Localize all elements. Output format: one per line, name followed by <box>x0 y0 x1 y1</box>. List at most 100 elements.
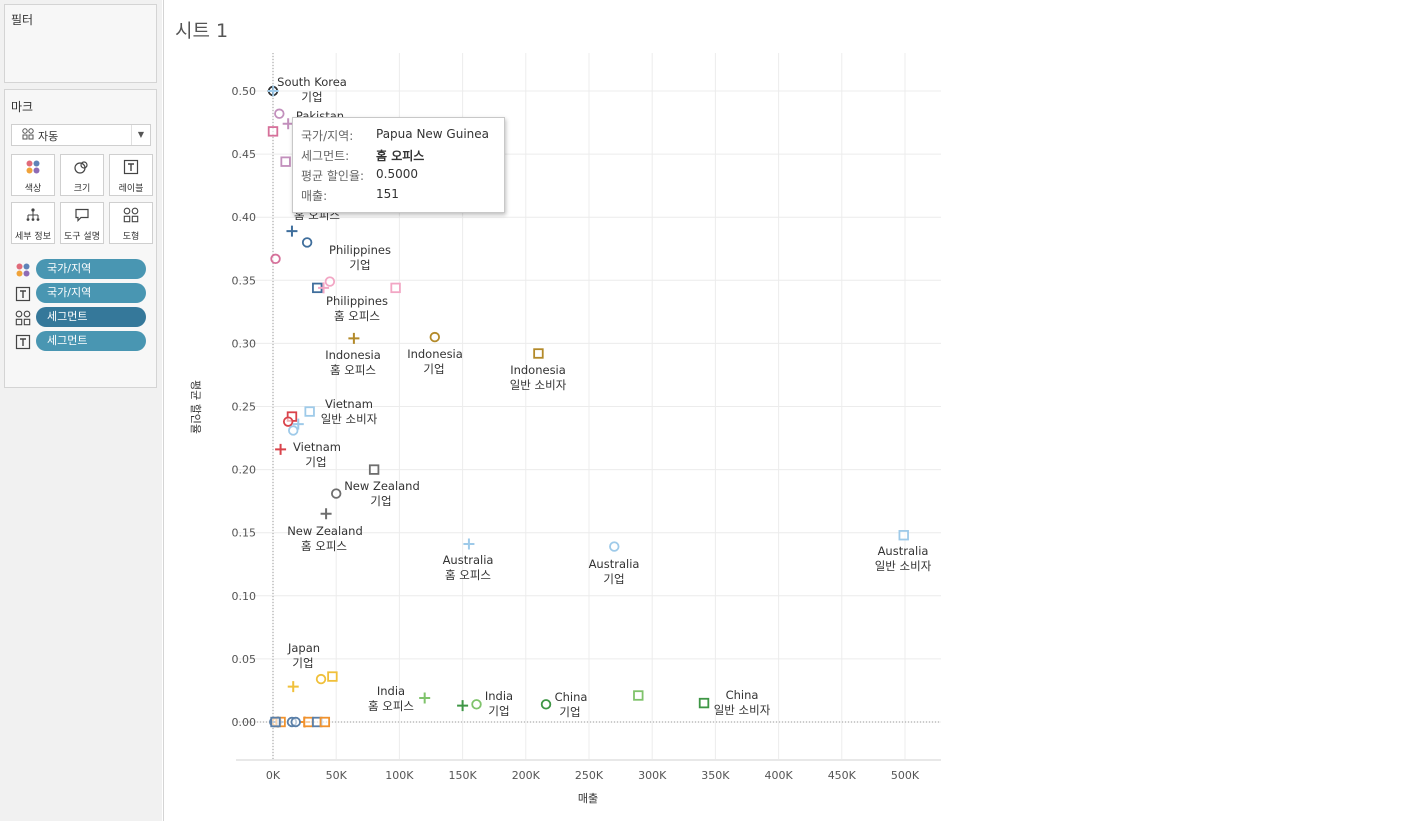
y-tick-label: 0.40 <box>232 211 257 224</box>
field-pill-country-color[interactable]: 국가/지역 <box>36 259 146 279</box>
y-tick-label: 0.05 <box>232 653 257 666</box>
data-point[interactable] <box>327 671 338 682</box>
field-row-segment-label: 세그먼트 <box>15 331 155 353</box>
color-dots-icon <box>15 262 31 278</box>
data-point[interactable] <box>304 406 315 417</box>
y-tick-label: 0.15 <box>232 527 257 540</box>
data-point[interactable] <box>267 85 279 97</box>
point-label-country: Japan <box>287 641 320 655</box>
detail-button-label: 세부 정보 <box>15 232 51 242</box>
data-point[interactable] <box>633 690 644 701</box>
tooltip-value: Papua New Guinea <box>376 127 490 141</box>
data-point[interactable] <box>540 699 552 710</box>
point-label-country: Australia <box>589 557 640 571</box>
y-tick-label: 0.35 <box>232 274 257 287</box>
color-button[interactable]: 색상 <box>11 154 55 196</box>
marks-card-title: 마크 <box>11 100 34 114</box>
data-point[interactable] <box>270 253 281 265</box>
data-point[interactable] <box>463 538 475 550</box>
shapes-icon <box>15 310 31 326</box>
data-point[interactable] <box>471 699 482 710</box>
data-point[interactable] <box>348 332 360 344</box>
point-label-segment: 일반 소비자 <box>510 378 567 392</box>
shape-button-label: 도형 <box>122 232 140 242</box>
data-point[interactable] <box>609 541 620 552</box>
data-point[interactable] <box>429 331 440 343</box>
point-label-country: China <box>555 690 588 704</box>
data-point[interactable] <box>419 692 431 704</box>
data-point[interactable] <box>390 282 401 294</box>
data-point[interactable] <box>286 225 298 237</box>
data-point[interactable] <box>331 488 342 499</box>
x-tick-label: 400K <box>764 769 793 782</box>
x-tick-label: 450K <box>828 769 857 782</box>
data-point[interactable] <box>275 443 287 455</box>
point-label-segment: 홈 오피스 <box>301 539 347 553</box>
data-point[interactable] <box>282 416 294 427</box>
data-point[interactable] <box>274 108 285 119</box>
data-point[interactable] <box>368 464 380 475</box>
shape-icon <box>110 207 152 229</box>
detail-button[interactable]: 세부 정보 <box>11 202 55 244</box>
data-point[interactable] <box>282 118 294 130</box>
data-point[interactable] <box>457 700 469 712</box>
field-row-country-label: 국가/지역 <box>15 283 155 305</box>
data-point[interactable] <box>320 508 332 520</box>
data-point[interactable] <box>898 530 909 541</box>
data-point[interactable] <box>324 276 336 287</box>
data-point[interactable] <box>303 716 314 728</box>
data-point[interactable] <box>301 237 313 248</box>
worksheet-area <box>163 0 1426 821</box>
data-point[interactable] <box>698 697 710 709</box>
x-tick-label: 200K <box>512 769 541 782</box>
data-point[interactable] <box>290 716 301 728</box>
field-pill-segment-shape[interactable]: 세그먼트 <box>36 307 146 327</box>
data-point[interactable] <box>267 126 279 137</box>
data-point[interactable] <box>292 418 304 430</box>
data-point[interactable] <box>287 681 299 693</box>
color-button-label: 색상 <box>24 184 42 194</box>
filters-card[interactable]: 필터 <box>4 4 157 83</box>
tooltip-key: 세그먼트: <box>301 149 350 163</box>
chevron-down-icon[interactable]: ▼ <box>131 125 150 145</box>
tooltip-icon <box>61 207 103 229</box>
data-point[interactable] <box>270 716 281 728</box>
left-pane: 필터 마크 자동 ▼ 색상 크기 레이블 세부 정보 도구 설명 <box>0 0 162 821</box>
data-point[interactable] <box>319 716 331 728</box>
point-label-country: India <box>377 684 405 698</box>
y-tick-label: 0.10 <box>232 590 257 603</box>
shape-button[interactable]: 도형 <box>109 202 153 244</box>
point-label-segment: 홈 오피스 <box>368 699 414 713</box>
data-point[interactable] <box>280 156 291 167</box>
field-pill-country-label[interactable]: 국가/지역 <box>36 283 146 303</box>
data-point[interactable] <box>533 348 544 359</box>
filters-card-title: 필터 <box>11 13 34 27</box>
point-label-country: New Zealand <box>344 479 420 493</box>
mark-type-dropdown[interactable]: 자동 ▼ <box>11 124 151 146</box>
point-label-country: Indonesia <box>510 363 566 377</box>
point-label-segment: 기업 <box>559 705 580 719</box>
field-pill-segment-label[interactable]: 세그먼트 <box>36 331 146 351</box>
label-button-label: 레이블 <box>118 184 144 194</box>
tooltip-key: 평균 할인율: <box>301 169 365 183</box>
tooltip-value: 홈 오피스 <box>376 149 425 163</box>
data-point[interactable] <box>315 673 327 685</box>
size-icon <box>61 159 103 181</box>
y-axis-title: 평균 할인율 <box>189 380 202 434</box>
point-label-country: Philippines <box>329 243 391 257</box>
point-label-segment: 기업 <box>603 572 624 586</box>
point-label-segment: 기업 <box>349 258 370 272</box>
point-label-segment: 일반 소비자 <box>875 559 932 573</box>
mark-type-label: 자동 <box>38 130 59 143</box>
size-button[interactable]: 크기 <box>60 154 104 196</box>
label-button[interactable]: 레이블 <box>109 154 153 196</box>
data-point[interactable] <box>318 282 330 294</box>
data-point[interactable] <box>288 425 299 436</box>
point-label-segment: 기업 <box>305 455 326 469</box>
point-label-country: South Korea <box>277 75 347 89</box>
shapes-icon <box>22 128 34 143</box>
x-tick-label: 300K <box>638 769 667 782</box>
tooltip-button[interactable]: 도구 설명 <box>60 202 104 244</box>
point-label-segment: 기업 <box>301 90 322 104</box>
